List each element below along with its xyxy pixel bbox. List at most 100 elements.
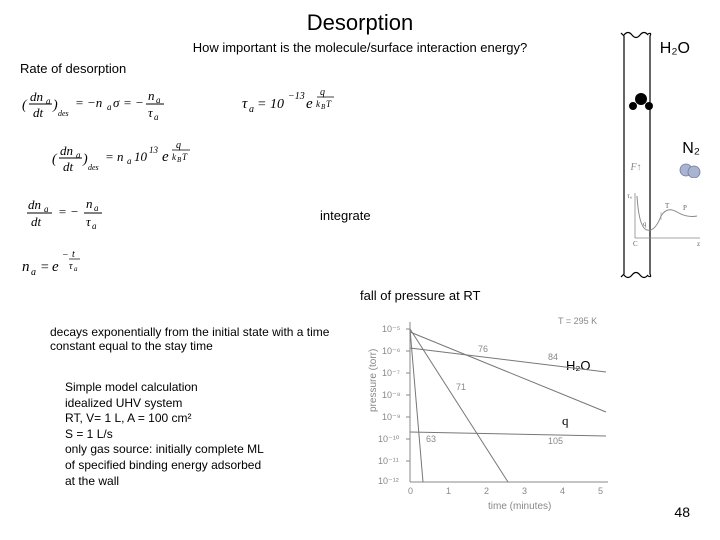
svg-text:e: e xyxy=(52,259,59,275)
model-line-6: of specified binding energy adsorbed xyxy=(65,458,264,474)
model-line-2: idealized UHV system xyxy=(65,396,264,412)
svg-text:a: a xyxy=(154,112,159,122)
svg-text:a: a xyxy=(127,156,132,166)
svg-text:10⁻¹¹: 10⁻¹¹ xyxy=(378,456,399,466)
eq-dndt-simple: dn a dt = − n a τ a xyxy=(20,192,140,239)
fall-of-pressure-label: fall of pressure at RT xyxy=(360,288,480,303)
svg-text:dn: dn xyxy=(30,89,43,104)
svg-text:= 10: = 10 xyxy=(257,97,284,112)
equation-row-4: n a = e − t τ a xyxy=(20,247,700,292)
model-line-3: RT, V= 1 L, A = 100 cm² xyxy=(65,411,264,427)
n2-molecule-label: N₂ xyxy=(682,140,700,158)
svg-text:10⁻¹⁰: 10⁻¹⁰ xyxy=(378,434,400,444)
svg-text:−13: −13 xyxy=(288,91,305,102)
svg-text:pressure (torr): pressure (torr) xyxy=(368,349,379,412)
svg-text:1: 1 xyxy=(446,486,451,496)
svg-text:a: a xyxy=(107,102,112,112)
svg-text:= −: = − xyxy=(123,95,144,110)
eq-dndt-des: ( dn a dt ) des = −n a σ = − n a τ a xyxy=(20,84,200,129)
svg-text:dt: dt xyxy=(31,214,42,229)
h2o-molecule-label: H₂O xyxy=(660,40,690,58)
svg-text:des: des xyxy=(88,163,99,172)
eq-tau-a: τ a = 10 −13 e q k B T xyxy=(240,85,380,128)
svg-text:F↑: F↑ xyxy=(629,162,641,173)
svg-text:dn: dn xyxy=(60,143,73,158)
svg-text:10⁻⁶: 10⁻⁶ xyxy=(382,346,401,356)
rate-of-desorption-label: Rate of desorption xyxy=(20,61,700,76)
svg-text:n: n xyxy=(22,259,30,275)
equation-row-1: ( dn a dt ) des = −n a σ = − n a τ a τ a… xyxy=(20,84,700,129)
svg-text:T = 295 K: T = 295 K xyxy=(558,316,597,326)
svg-text:= −: = − xyxy=(58,204,79,219)
equation-row-3: dn a dt = − n a τ a integrate xyxy=(20,192,700,239)
integrate-label: integrate xyxy=(320,208,371,223)
n2-molecule-icon xyxy=(678,162,702,181)
eq-na-solution: n a = e − t τ a xyxy=(20,247,130,292)
svg-text:T: T xyxy=(665,202,670,210)
svg-text:n: n xyxy=(148,88,155,103)
svg-text:63: 63 xyxy=(426,434,436,444)
svg-text:84: 84 xyxy=(548,352,558,362)
svg-text:= n: = n xyxy=(105,149,124,164)
svg-text:e: e xyxy=(162,149,169,165)
svg-text:−: − xyxy=(62,250,69,261)
svg-text:e: e xyxy=(306,96,313,112)
svg-text:C: C xyxy=(633,240,638,248)
svg-text:13: 13 xyxy=(149,145,159,155)
svg-text:τ: τ xyxy=(69,261,73,272)
eq-dndt-expanded: ( dn a dt ) des = n a 10 13 e q k B T xyxy=(50,137,250,184)
svg-text:a: a xyxy=(31,267,36,278)
h2o-molecule-icon xyxy=(628,92,654,113)
svg-text:10⁻⁹: 10⁻⁹ xyxy=(382,412,401,422)
svg-text:T: T xyxy=(326,99,332,109)
svg-text:5: 5 xyxy=(598,486,603,496)
svg-text:q: q xyxy=(176,140,181,151)
equation-row-2: ( dn a dt ) des = n a 10 13 e q k B T xyxy=(50,137,700,184)
svg-text:10⁻⁷: 10⁻⁷ xyxy=(382,368,400,378)
svg-text:time (minutes): time (minutes) xyxy=(488,501,551,512)
svg-text:71: 71 xyxy=(456,382,466,392)
svg-text:76: 76 xyxy=(478,344,488,354)
svg-text:dt: dt xyxy=(63,159,74,174)
svg-text:q: q xyxy=(320,87,325,98)
svg-text:n: n xyxy=(86,196,93,211)
svg-text:105: 105 xyxy=(548,436,563,446)
svg-text:a: a xyxy=(92,221,97,231)
svg-text:10⁻⁵: 10⁻⁵ xyxy=(382,324,401,334)
svg-text:t: t xyxy=(72,249,75,260)
svg-text:des: des xyxy=(58,109,69,118)
model-line-7: at the wall xyxy=(65,474,264,490)
svg-text:τₐ: τₐ xyxy=(627,192,632,200)
svg-text:=: = xyxy=(40,260,49,275)
svg-text:dn: dn xyxy=(28,197,41,212)
model-line-1: Simple model calculation xyxy=(65,380,264,396)
svg-text:z: z xyxy=(697,240,700,248)
svg-text:10⁻¹²: 10⁻¹² xyxy=(378,476,399,486)
model-calculation-text: Simple model calculation idealized UHV s… xyxy=(65,380,264,489)
svg-text:dt: dt xyxy=(33,105,44,120)
svg-text:T: T xyxy=(182,152,188,162)
svg-text:a: a xyxy=(249,104,254,115)
svg-text:10: 10 xyxy=(134,149,148,164)
subtitle: How important is the molecule/surface in… xyxy=(20,40,700,55)
model-line-4: S = 1 L/s xyxy=(65,427,264,443)
svg-text:= −n: = −n xyxy=(75,95,102,110)
svg-text:P: P xyxy=(683,204,687,212)
svg-text:10⁻⁸: 10⁻⁸ xyxy=(382,390,401,400)
svg-text:2: 2 xyxy=(484,486,489,496)
svg-text:a: a xyxy=(94,203,99,213)
svg-text:(: ( xyxy=(52,152,58,167)
potential-curve-diagram: τₐ q T P C z xyxy=(625,188,705,248)
svg-text:σ: σ xyxy=(113,95,120,110)
svg-text:a: a xyxy=(74,265,78,273)
model-line-5: only gas source: initially complete ML xyxy=(65,442,264,458)
svg-text:q: q xyxy=(643,220,647,228)
pressure-time-graph: 10⁻⁵ 10⁻⁶ 10⁻⁷ 10⁻⁸ 10⁻⁹ 10⁻¹⁰ 10⁻¹¹ 10⁻… xyxy=(368,312,628,512)
svg-text:τ: τ xyxy=(242,96,248,112)
svg-text:4: 4 xyxy=(560,486,565,496)
svg-text:0: 0 xyxy=(408,486,413,496)
svg-text:(: ( xyxy=(22,98,28,113)
page-title: Desorption xyxy=(20,10,700,36)
svg-text:3: 3 xyxy=(522,486,527,496)
decay-description: decays exponentially from the initial st… xyxy=(50,325,330,353)
